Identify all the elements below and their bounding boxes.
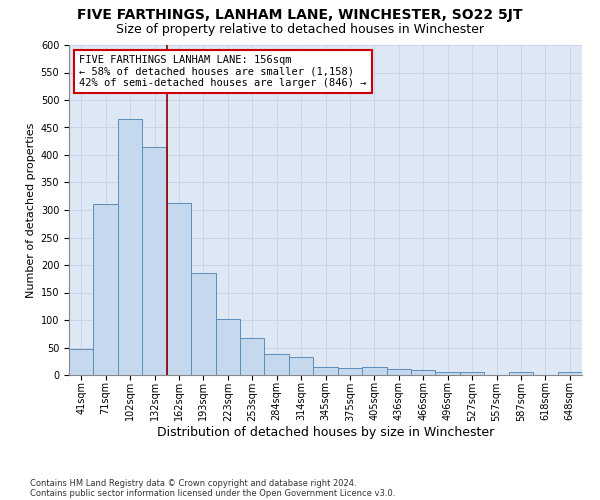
Text: Size of property relative to detached houses in Winchester: Size of property relative to detached ho… [116,22,484,36]
Bar [215,319,240,375]
Bar [69,349,94,375]
Bar [557,372,582,375]
Bar [265,354,289,375]
Text: Contains public sector information licensed under the Open Government Licence v3: Contains public sector information licen… [30,488,395,498]
Bar [386,369,411,375]
Bar [362,368,386,375]
Bar [436,372,460,375]
Y-axis label: Number of detached properties: Number of detached properties [26,122,37,298]
Bar [460,372,484,375]
X-axis label: Distribution of detached houses by size in Winchester: Distribution of detached houses by size … [157,426,494,440]
Bar [509,372,533,375]
Text: FIVE FARTHINGS LANHAM LANE: 156sqm
← 58% of detached houses are smaller (1,158)
: FIVE FARTHINGS LANHAM LANE: 156sqm ← 58%… [79,55,367,88]
Bar [240,338,265,375]
Bar [94,204,118,375]
Bar [338,368,362,375]
Bar [142,147,167,375]
Bar [411,370,436,375]
Text: FIVE FARTHINGS, LANHAM LANE, WINCHESTER, SO22 5JT: FIVE FARTHINGS, LANHAM LANE, WINCHESTER,… [77,8,523,22]
Bar [191,272,215,375]
Bar [313,368,338,375]
Bar [118,118,142,375]
Bar [167,204,191,375]
Bar [289,357,313,375]
Text: Contains HM Land Registry data © Crown copyright and database right 2024.: Contains HM Land Registry data © Crown c… [30,478,356,488]
